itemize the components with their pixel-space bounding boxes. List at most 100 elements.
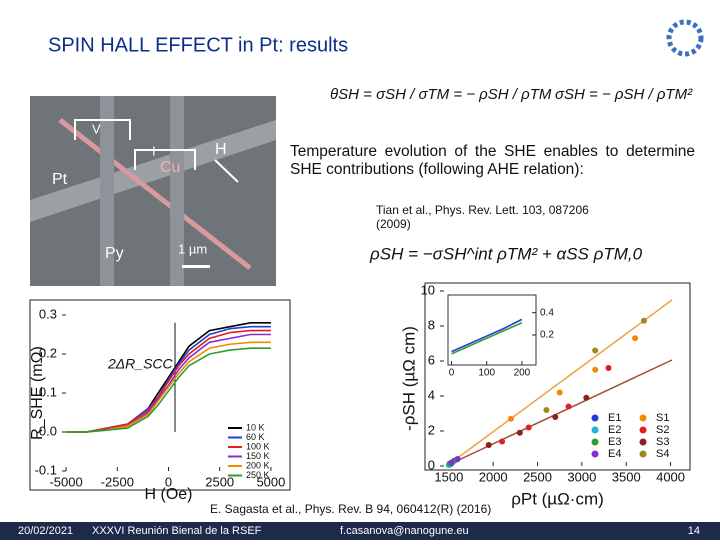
series-line — [66, 322, 271, 433]
x-axis-label: H (Oe) — [145, 486, 193, 503]
x-tick-label: 100 — [478, 368, 495, 379]
y-tick-label: 0.2 — [39, 345, 57, 360]
legend-swatch — [591, 426, 599, 434]
x-tick-label: -5000 — [49, 474, 82, 489]
label-py: Py — [105, 245, 124, 262]
label-v: V — [92, 121, 101, 136]
y-tick-label: 0.0 — [39, 423, 57, 438]
formula-theta: θSH = σSH / σTM = − ρSH / ρTM — [330, 86, 552, 103]
x-tick-label: 1500 — [434, 469, 463, 484]
series-line — [451, 321, 523, 355]
legend-label: E1 — [608, 412, 621, 424]
series-line — [66, 329, 271, 433]
citation2: E. Sagasta et al., Phys. Rev. B 94, 0604… — [210, 502, 491, 516]
legend-label: 250 K — [246, 470, 270, 480]
legend-label: S3 — [656, 436, 669, 448]
chart2-frame — [424, 282, 691, 471]
annotation: 2ΔR_SCC — [107, 356, 174, 372]
y-axis-label: -ρSH (µΩ cm) — [399, 326, 418, 431]
point — [552, 414, 559, 420]
chart1-frame — [29, 299, 291, 491]
series-line — [451, 318, 523, 353]
legend-label: 150 K — [246, 451, 270, 461]
x-tick-label: 3500 — [612, 469, 641, 484]
legend-label: 10 K — [246, 422, 265, 432]
point — [516, 429, 523, 436]
x-tick-label: 3000 — [567, 469, 596, 484]
x-tick-label: 2500 — [205, 474, 234, 489]
point — [499, 438, 506, 445]
x-axis-label: ρPt (µΩ·cm) — [511, 489, 604, 508]
footer-date: 20/02/2021 — [18, 525, 73, 537]
formula-sigma: σSH = − ρSH / ρTM² — [555, 86, 693, 103]
y-tick-label: 4 — [428, 387, 435, 402]
y-tick-label: 0 — [428, 457, 435, 472]
legend-label: 60 K — [246, 432, 265, 442]
fit-line — [447, 359, 673, 466]
legend-swatch — [591, 438, 599, 446]
legend-label: 200 K — [246, 460, 270, 470]
micrograph: V I H Cu Pt Py 1 µm — [30, 96, 276, 286]
inset-frame — [447, 294, 537, 366]
y-tick-label: 0.2 — [540, 330, 554, 341]
x-tick-label: 4000 — [656, 469, 685, 484]
fit-line — [447, 299, 673, 466]
x-tick-label: -2500 — [101, 474, 134, 489]
label-i: I — [152, 143, 156, 158]
logo — [666, 19, 704, 57]
y-tick-label: 0.3 — [39, 306, 57, 321]
legend-swatch — [591, 414, 599, 422]
citation1-box: Tian et al., Phys. Rev. Lett. 103, 08720… — [376, 203, 589, 231]
label-h: H — [215, 141, 227, 158]
point — [543, 407, 550, 413]
y-tick-label: 8 — [428, 317, 435, 332]
legend-label: E2 — [608, 424, 621, 436]
legend-swatch — [639, 414, 647, 422]
paragraph: Temperature evolution of the SHE enables… — [290, 143, 695, 178]
point — [485, 442, 492, 448]
footer-bar — [0, 522, 720, 540]
y-tick-label: 2 — [428, 422, 435, 437]
legend-label: 100 K — [246, 441, 270, 451]
point — [454, 456, 461, 462]
paragraph-box: Temperature evolution of the SHE enables… — [290, 143, 695, 178]
point — [556, 389, 563, 396]
legend-swatch — [639, 438, 647, 446]
point — [640, 317, 647, 324]
footer-page: 14 — [688, 525, 700, 537]
y-tick-label: -0.1 — [35, 462, 57, 477]
y-tick-label: 0.1 — [39, 384, 57, 399]
x-tick-label: 0 — [165, 474, 172, 489]
footer-event: XXXVI Reunión Bienal de la RSEF — [92, 525, 262, 537]
y-tick-label: 10 — [421, 282, 435, 297]
citation1: Tian et al., Phys. Rev. Lett. 103, 08720… — [376, 203, 589, 231]
x-tick-label: 2000 — [479, 469, 508, 484]
y-tick-label: 0.4 — [540, 307, 554, 318]
label-cu: Cu — [160, 159, 180, 176]
legend-label: S1 — [656, 412, 669, 424]
point — [583, 394, 590, 401]
x-tick-label: 200 — [514, 368, 531, 379]
formula-model: ρSH = −σSH^int ρTM² + αSS ρTM,0 — [369, 244, 643, 263]
footer-email: f.casanova@nanogune.eu — [340, 525, 469, 537]
point — [592, 347, 599, 354]
x-tick-label: 2500 — [523, 469, 552, 484]
point — [605, 365, 612, 371]
label-scale: 1 µm — [178, 241, 207, 256]
point — [448, 459, 455, 466]
x-tick-label: 0 — [449, 368, 455, 379]
point — [507, 415, 514, 422]
legend-label: E3 — [608, 436, 621, 448]
legend-swatch — [591, 450, 599, 458]
point — [592, 366, 599, 373]
point — [525, 424, 532, 431]
point — [632, 335, 639, 342]
y-axis-label: R_SHE (mΩ) — [29, 346, 46, 440]
y-tick-label: 6 — [428, 352, 435, 367]
legend-label: S4 — [656, 448, 669, 460]
label-pt: Pt — [52, 171, 68, 188]
legend-swatch — [639, 450, 647, 458]
legend-label: E4 — [608, 448, 621, 460]
series-line — [66, 347, 271, 433]
